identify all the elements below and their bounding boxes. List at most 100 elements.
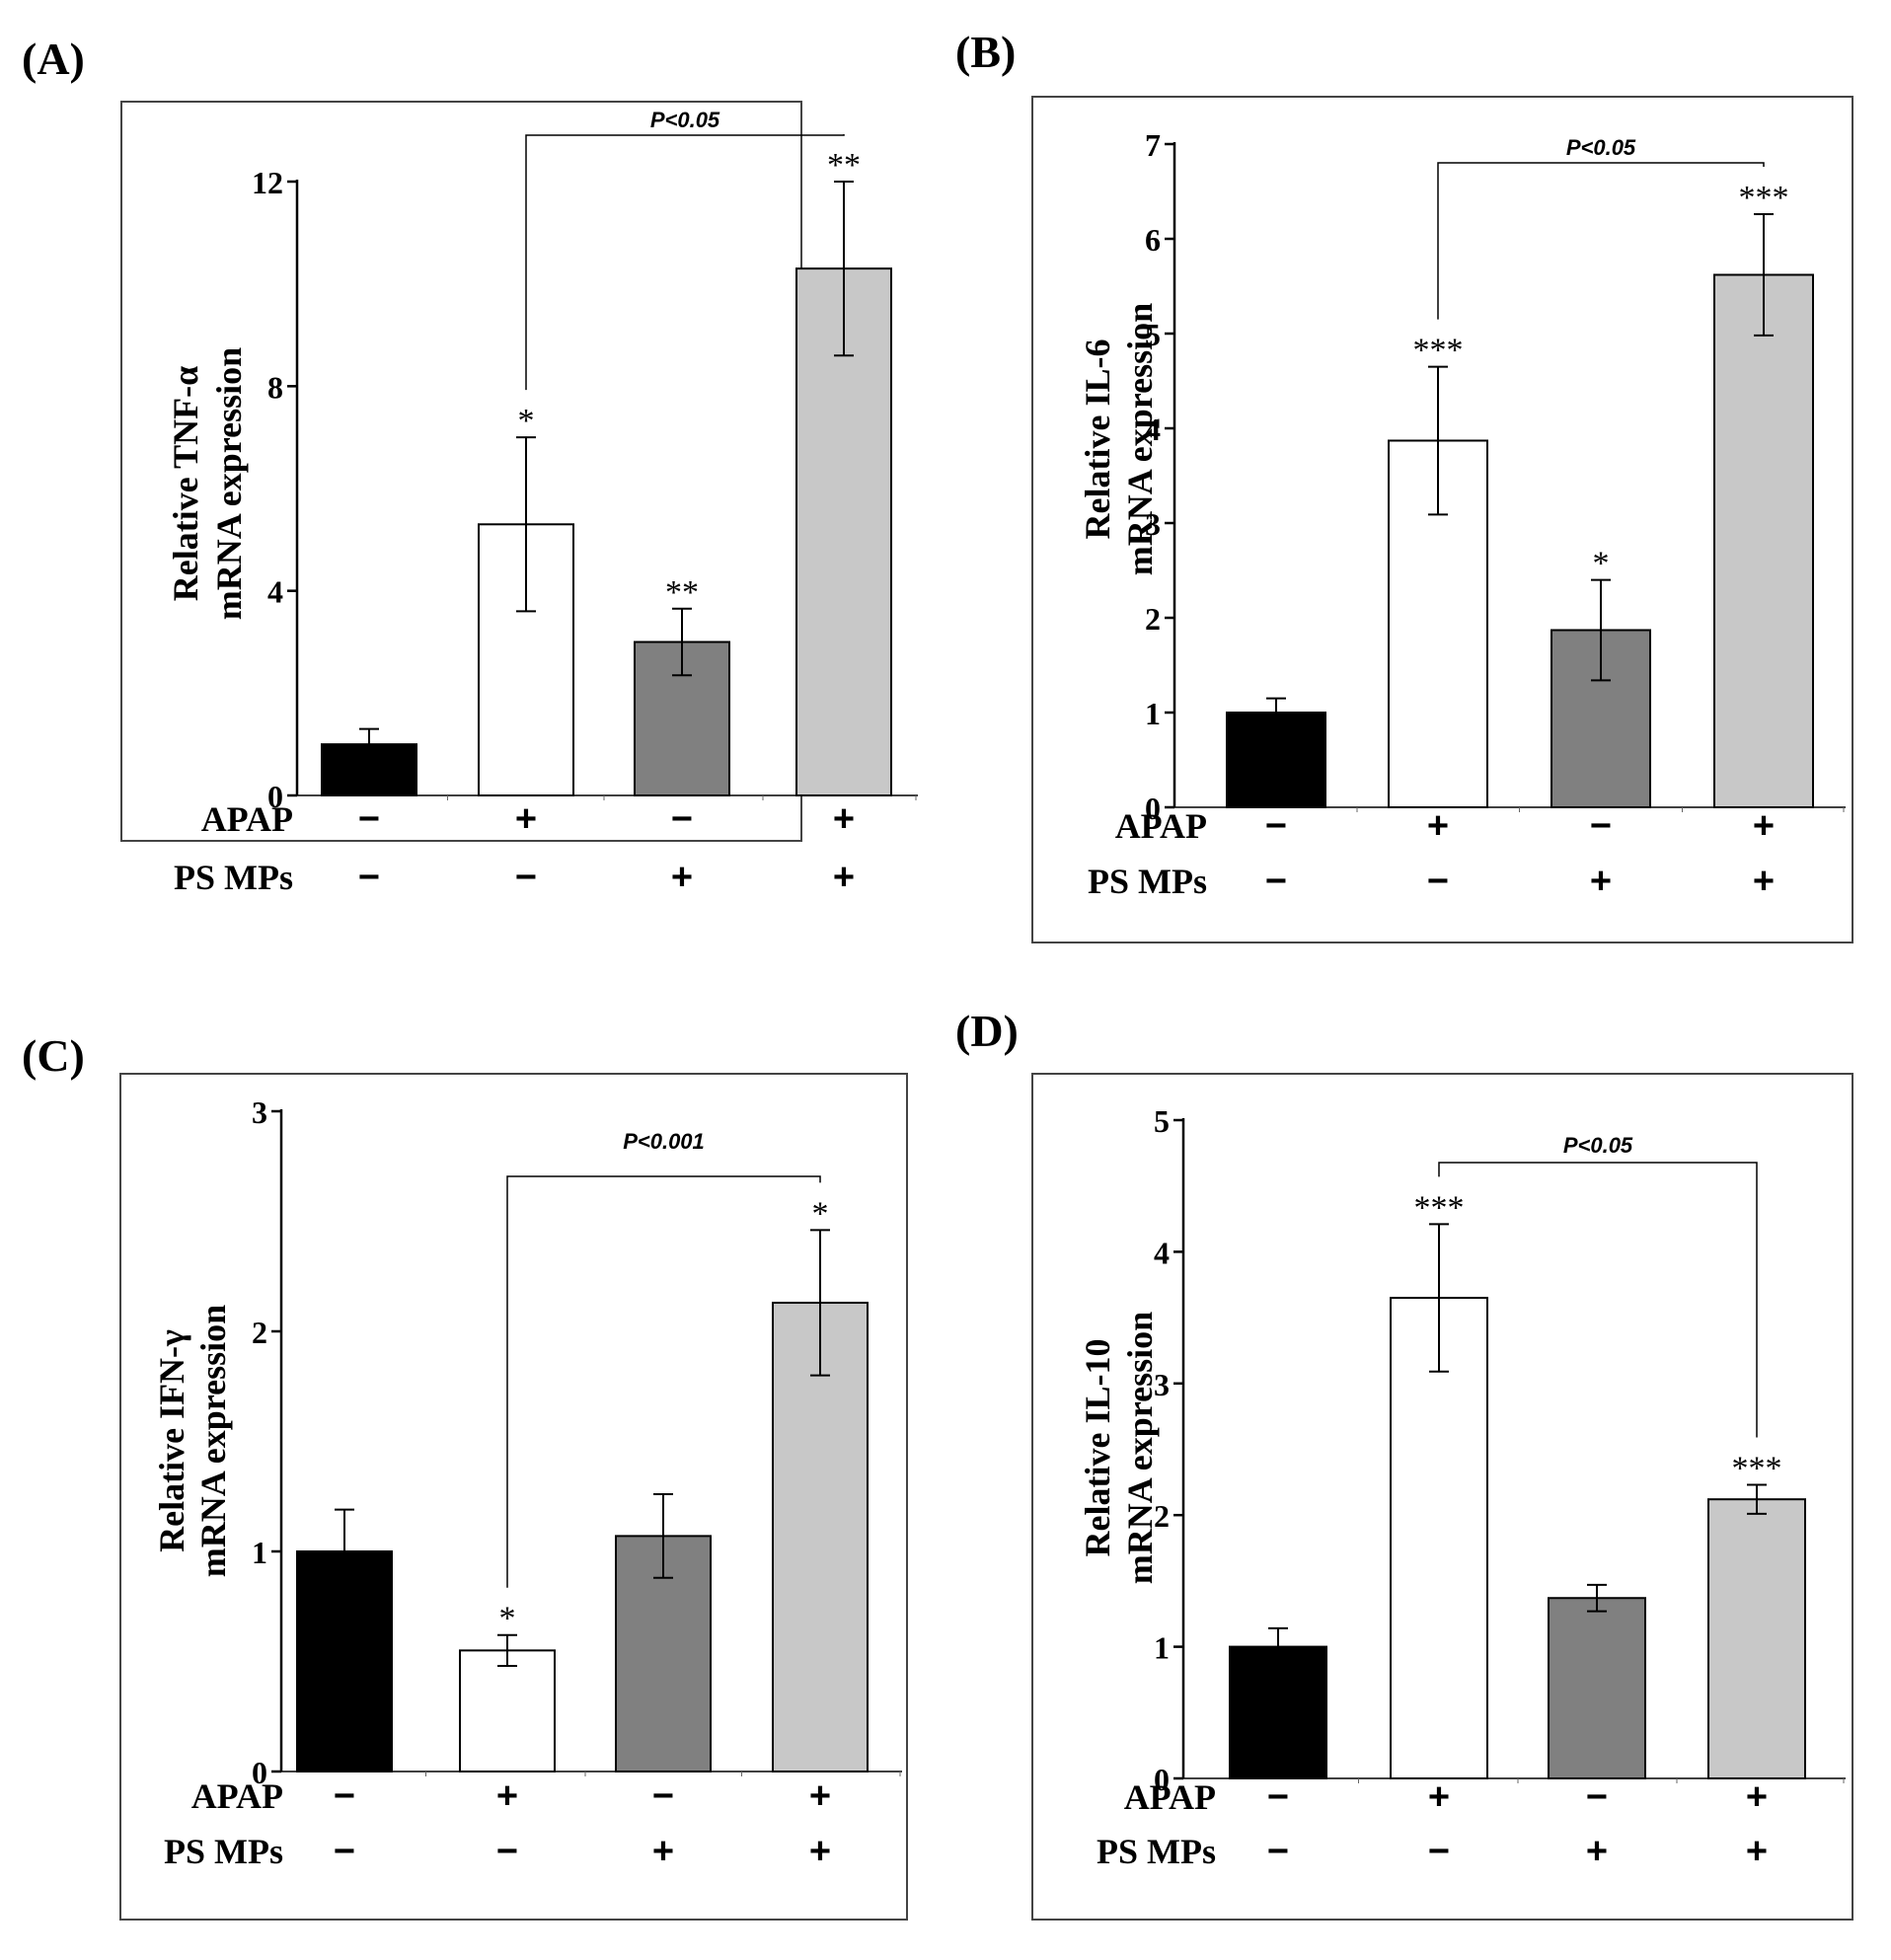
apap-sign: − bbox=[358, 798, 380, 840]
apap-sign: − bbox=[334, 1775, 355, 1817]
p-value-label: P<0.05 bbox=[1566, 135, 1636, 160]
row-label-apap: APAP bbox=[1115, 806, 1207, 846]
panel-label: (B) bbox=[955, 27, 1016, 77]
row-label-ps-mps: PS MPs bbox=[1088, 862, 1207, 901]
ps-mps-sign: − bbox=[1427, 861, 1449, 902]
apap-sign: + bbox=[515, 798, 537, 840]
significance-marker: ** bbox=[827, 147, 861, 184]
y-tick-label: 2 bbox=[1145, 601, 1161, 637]
row-label-ps-mps: PS MPs bbox=[174, 858, 293, 897]
y-tick-label: 8 bbox=[267, 369, 283, 405]
bar-2 bbox=[1390, 1297, 1488, 1779]
y-tick-label: 2 bbox=[1154, 1498, 1170, 1534]
ps-mps-sign: + bbox=[652, 1831, 674, 1872]
y-axis-title-line2: mRNA expression bbox=[209, 347, 249, 620]
bar-1 bbox=[1226, 712, 1326, 808]
ps-mps-sign: − bbox=[334, 1831, 355, 1872]
row-label-apap: APAP bbox=[191, 1776, 283, 1816]
y-tick-label: 3 bbox=[252, 1094, 267, 1130]
y-axis-title-line1: Relative IL-10 bbox=[1078, 1339, 1117, 1557]
y-tick-label: 4 bbox=[1154, 1235, 1170, 1270]
apap-sign: + bbox=[833, 798, 855, 840]
bar-4 bbox=[1707, 1498, 1806, 1780]
y-axis-title-line2: mRNA expression bbox=[1120, 303, 1160, 575]
apap-sign: + bbox=[1753, 805, 1775, 847]
ps-mps-sign: + bbox=[809, 1831, 831, 1872]
bar-1 bbox=[1229, 1645, 1327, 1779]
chart-panel-b: (B) 0 1 2 3 4 5 6 7 Relative IL-6 mRNA expression *… bbox=[955, 27, 1853, 943]
significance-marker: * bbox=[499, 1601, 516, 1637]
significance-marker: *** bbox=[1732, 1451, 1782, 1487]
panel-label: (C) bbox=[22, 1030, 85, 1081]
panel-label: (A) bbox=[22, 34, 85, 84]
ps-mps-sign: + bbox=[1586, 1831, 1608, 1872]
apap-sign: − bbox=[1586, 1776, 1608, 1818]
panel-frame bbox=[1031, 1073, 1853, 1921]
y-axis-title-line1: Relative TNF-α bbox=[166, 366, 205, 601]
y-tick-label: 3 bbox=[1154, 1367, 1170, 1402]
significance-bracket bbox=[525, 134, 845, 391]
row-label-ps-mps: PS MPs bbox=[164, 1832, 283, 1871]
y-axis-title-line2: mRNA expression bbox=[1120, 1312, 1160, 1584]
apap-sign: + bbox=[1746, 1776, 1768, 1818]
y-tick-label: 5 bbox=[1145, 317, 1161, 352]
p-value-label: P<0.05 bbox=[650, 108, 720, 132]
significance-marker: *** bbox=[1414, 1189, 1465, 1226]
chart-panel-c: (C) 0 1 2 3 Relative IFN-γ mRNA expression * * P<… bbox=[22, 1030, 908, 1921]
y-tick-label: 1 bbox=[252, 1535, 267, 1570]
chart-panel-d: (D) 0 1 2 3 4 5 Relative IL-10 mRNA expression **… bbox=[955, 1006, 1853, 1921]
apap-sign: + bbox=[1427, 805, 1449, 847]
significance-bracket bbox=[1438, 1162, 1758, 1438]
row-label-apap: APAP bbox=[201, 799, 293, 839]
y-axis-title-line2: mRNA expression bbox=[193, 1305, 233, 1577]
panel-frame bbox=[1031, 96, 1853, 943]
apap-sign: + bbox=[809, 1775, 831, 1817]
ps-mps-sign: + bbox=[1753, 861, 1775, 902]
bar-1 bbox=[321, 743, 417, 797]
y-tick-label: 6 bbox=[1145, 222, 1161, 258]
significance-bracket bbox=[506, 1175, 821, 1588]
p-value-label: P<0.001 bbox=[623, 1129, 705, 1154]
apap-sign: + bbox=[1428, 1776, 1450, 1818]
apap-sign: − bbox=[1590, 805, 1612, 847]
significance-marker: * bbox=[1593, 546, 1610, 582]
y-tick-label: 0 bbox=[267, 779, 283, 814]
ps-mps-sign: − bbox=[1265, 861, 1287, 902]
apap-sign: + bbox=[496, 1775, 518, 1817]
ps-mps-sign: − bbox=[496, 1831, 518, 1872]
y-tick-label: 4 bbox=[267, 574, 283, 610]
y-tick-label: 3 bbox=[1145, 506, 1161, 542]
ps-mps-sign: − bbox=[1267, 1831, 1289, 1872]
y-tick-label: 1 bbox=[1154, 1630, 1170, 1666]
apap-sign: − bbox=[1267, 1776, 1289, 1818]
y-axis-title-line1: Relative IFN-γ bbox=[152, 1329, 191, 1552]
significance-marker: ** bbox=[665, 574, 699, 611]
y-tick-label: 0 bbox=[1154, 1762, 1170, 1797]
y-tick-label: 4 bbox=[1145, 412, 1161, 447]
significance-marker: *** bbox=[1413, 333, 1464, 369]
bar-4 bbox=[772, 1302, 869, 1772]
apap-sign: − bbox=[652, 1775, 674, 1817]
ps-mps-sign: − bbox=[515, 857, 537, 898]
bar-4 bbox=[1713, 273, 1814, 809]
ps-mps-sign: − bbox=[1428, 1831, 1450, 1872]
ps-mps-sign: + bbox=[833, 857, 855, 898]
bar-3 bbox=[1548, 1597, 1646, 1779]
panel-label: (D) bbox=[955, 1006, 1019, 1056]
bar-2 bbox=[459, 1649, 556, 1772]
significance-bracket bbox=[1437, 162, 1765, 320]
significance-marker: * bbox=[812, 1195, 829, 1232]
apap-sign: − bbox=[1265, 805, 1287, 847]
y-tick-label: 5 bbox=[1154, 1103, 1170, 1139]
y-tick-label: 12 bbox=[252, 165, 283, 200]
ps-mps-sign: + bbox=[671, 857, 693, 898]
p-value-label: P<0.05 bbox=[1563, 1133, 1633, 1158]
y-tick-label: 0 bbox=[1145, 791, 1161, 826]
y-tick-label: 7 bbox=[1145, 127, 1161, 163]
ps-mps-sign: + bbox=[1746, 1831, 1768, 1872]
row-label-ps-mps: PS MPs bbox=[1097, 1832, 1216, 1871]
significance-marker: * bbox=[518, 403, 535, 439]
ps-mps-sign: + bbox=[1590, 861, 1612, 902]
